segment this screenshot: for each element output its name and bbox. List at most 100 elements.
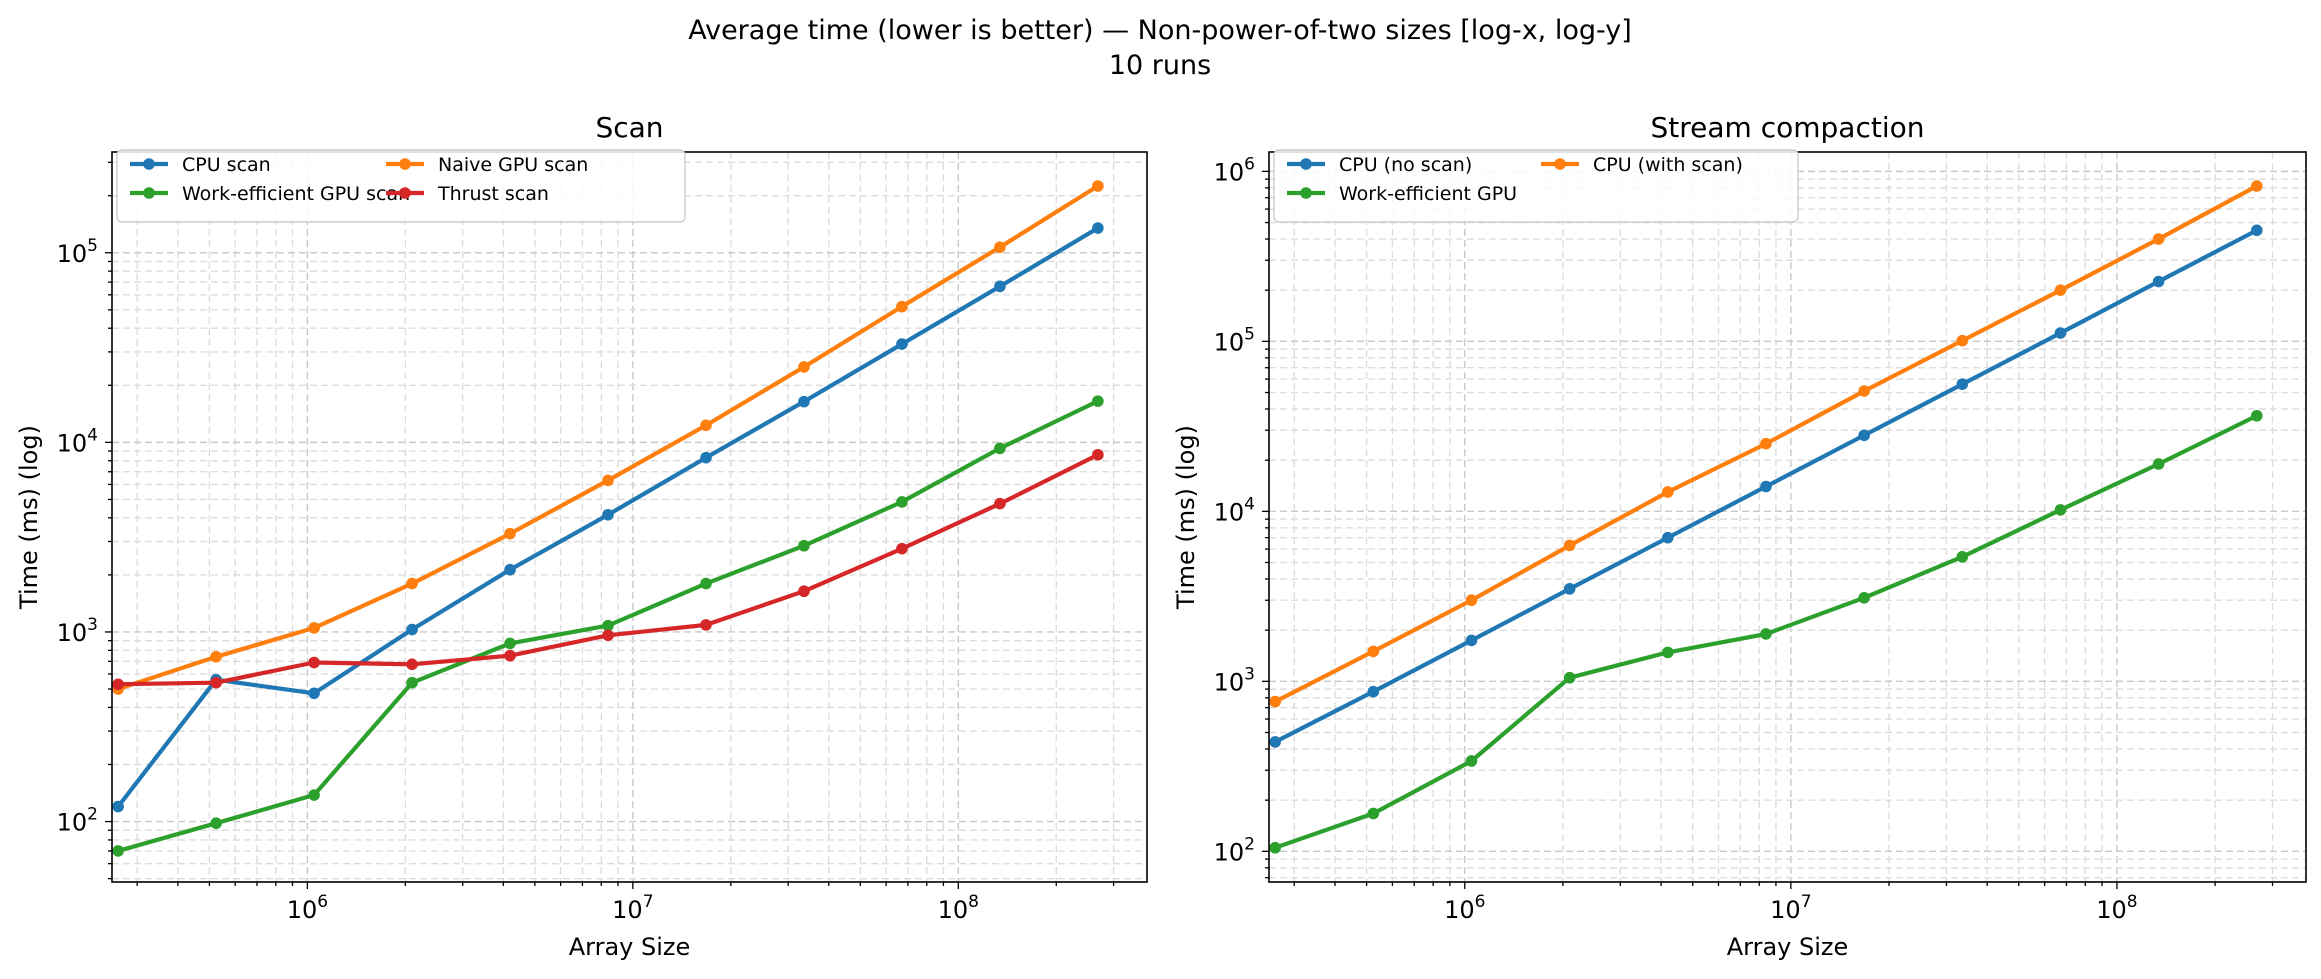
data-point xyxy=(1269,736,1281,748)
series-0 xyxy=(112,222,1104,813)
data-point xyxy=(1956,334,1969,347)
y-tick-label: 104 xyxy=(57,425,98,457)
data-point xyxy=(406,676,418,689)
data-point xyxy=(602,619,614,632)
legend-label: CPU scan xyxy=(182,154,271,176)
panel1-y-axis-label: Time (ms) (log) xyxy=(1172,425,1200,610)
series-1 xyxy=(1269,180,2263,708)
panel1-grid xyxy=(1269,152,2306,882)
x-tick-label: 108 xyxy=(938,892,979,924)
data-point xyxy=(1367,807,1380,820)
legend-item: Work-efficient GPU xyxy=(1287,183,1517,205)
data-point xyxy=(896,542,908,555)
legend-item: Naive GPU scan xyxy=(386,154,588,176)
series-1 xyxy=(112,180,1104,695)
y-tick-label: 104 xyxy=(1214,494,1255,526)
y-tick-label: 103 xyxy=(1214,664,1255,696)
data-point xyxy=(504,527,516,540)
scan-chart: 106 107 108 102 103 104 105 Scan Array Size Time … xyxy=(15,111,1148,961)
data-point xyxy=(504,637,516,650)
legend-item: Work-efficient GPU scan xyxy=(130,183,410,205)
data-point xyxy=(1760,480,1772,493)
data-point xyxy=(602,474,614,487)
data-point xyxy=(994,241,1006,253)
data-point xyxy=(210,676,222,689)
panel1-title: Stream compaction xyxy=(1651,111,1925,144)
data-point xyxy=(1269,841,1281,854)
x-tick-label: 108 xyxy=(2096,892,2137,924)
x-tick-label: 106 xyxy=(1444,892,1485,924)
y-tick-label: 106 xyxy=(1214,154,1255,186)
x-tick-label: 107 xyxy=(1770,892,1811,924)
data-point xyxy=(1465,634,1478,647)
figure-suptitle-line1: Average time (lower is better) — Non-pow… xyxy=(688,15,1632,46)
data-point xyxy=(210,650,222,663)
series-3 xyxy=(112,448,1104,691)
data-point xyxy=(2250,224,2263,237)
y-tick-label: 103 xyxy=(57,615,98,647)
legend-item: Thrust scan xyxy=(386,183,549,205)
panel0-y-axis-label: Time (ms) (log) xyxy=(15,425,43,610)
data-point xyxy=(798,539,810,552)
x-tick-label: 106 xyxy=(287,892,328,924)
data-point xyxy=(994,442,1006,455)
legend-marker xyxy=(143,187,155,199)
y-tick-label: 105 xyxy=(57,236,98,268)
data-point xyxy=(700,451,712,464)
stream-compaction-chart: 106 107 108 102 103 104 105 106 Stream compactio… xyxy=(1172,111,2307,961)
series-2 xyxy=(1269,409,2263,854)
legend-box xyxy=(1273,149,1799,223)
legend-marker xyxy=(1554,158,1566,170)
y-tick-label: 102 xyxy=(1214,834,1255,866)
data-point xyxy=(308,687,320,700)
legend-marker xyxy=(1300,158,1312,170)
legend-item: CPU (with scan) xyxy=(1541,154,1743,176)
data-point xyxy=(700,619,712,631)
data-point xyxy=(896,338,908,350)
data-point xyxy=(1367,685,1380,698)
data-point xyxy=(994,497,1006,510)
data-point xyxy=(1092,222,1104,234)
data-point xyxy=(602,508,614,521)
data-point xyxy=(896,496,908,508)
data-point xyxy=(1858,429,1870,442)
data-point xyxy=(700,577,712,590)
data-point xyxy=(1092,180,1104,192)
legend-label: CPU (with scan) xyxy=(1593,154,1743,176)
data-point xyxy=(1563,539,1576,552)
data-point xyxy=(406,623,418,636)
data-point xyxy=(406,577,418,590)
data-point xyxy=(1092,395,1104,407)
data-point xyxy=(1662,531,1674,544)
data-point xyxy=(2054,284,2067,296)
legend-label: Thrust scan xyxy=(437,183,549,205)
legend-label: Work-efficient GPU scan xyxy=(182,183,410,205)
data-point xyxy=(1563,671,1576,684)
data-point xyxy=(504,563,516,576)
data-point xyxy=(308,656,320,669)
data-point xyxy=(1465,594,1478,607)
series-0 xyxy=(1269,224,2263,748)
data-point xyxy=(1465,755,1478,767)
data-point xyxy=(112,800,124,813)
data-point xyxy=(1563,583,1576,595)
data-point xyxy=(210,817,222,830)
data-point xyxy=(798,395,810,408)
x-tick-label: 107 xyxy=(612,892,653,924)
legend-marker xyxy=(143,158,155,170)
data-point xyxy=(1760,437,1772,450)
data-point xyxy=(1858,592,1870,604)
panel0-x-axis-label: Array Size xyxy=(569,933,691,961)
panel1-legend: CPU (no scan) CPU (with scan) Work-efficie… xyxy=(1273,149,1799,223)
data-point xyxy=(2152,458,2165,470)
y-tick-label: 102 xyxy=(57,805,98,837)
data-point xyxy=(504,649,516,662)
panel1-x-axis-label: Array Size xyxy=(1727,933,1849,961)
data-point xyxy=(2152,233,2165,245)
legend-marker xyxy=(399,187,411,199)
panel0-grid xyxy=(112,152,1147,882)
data-point xyxy=(308,622,320,634)
legend-marker xyxy=(399,158,411,170)
y-tick-label: 105 xyxy=(1214,324,1255,356)
